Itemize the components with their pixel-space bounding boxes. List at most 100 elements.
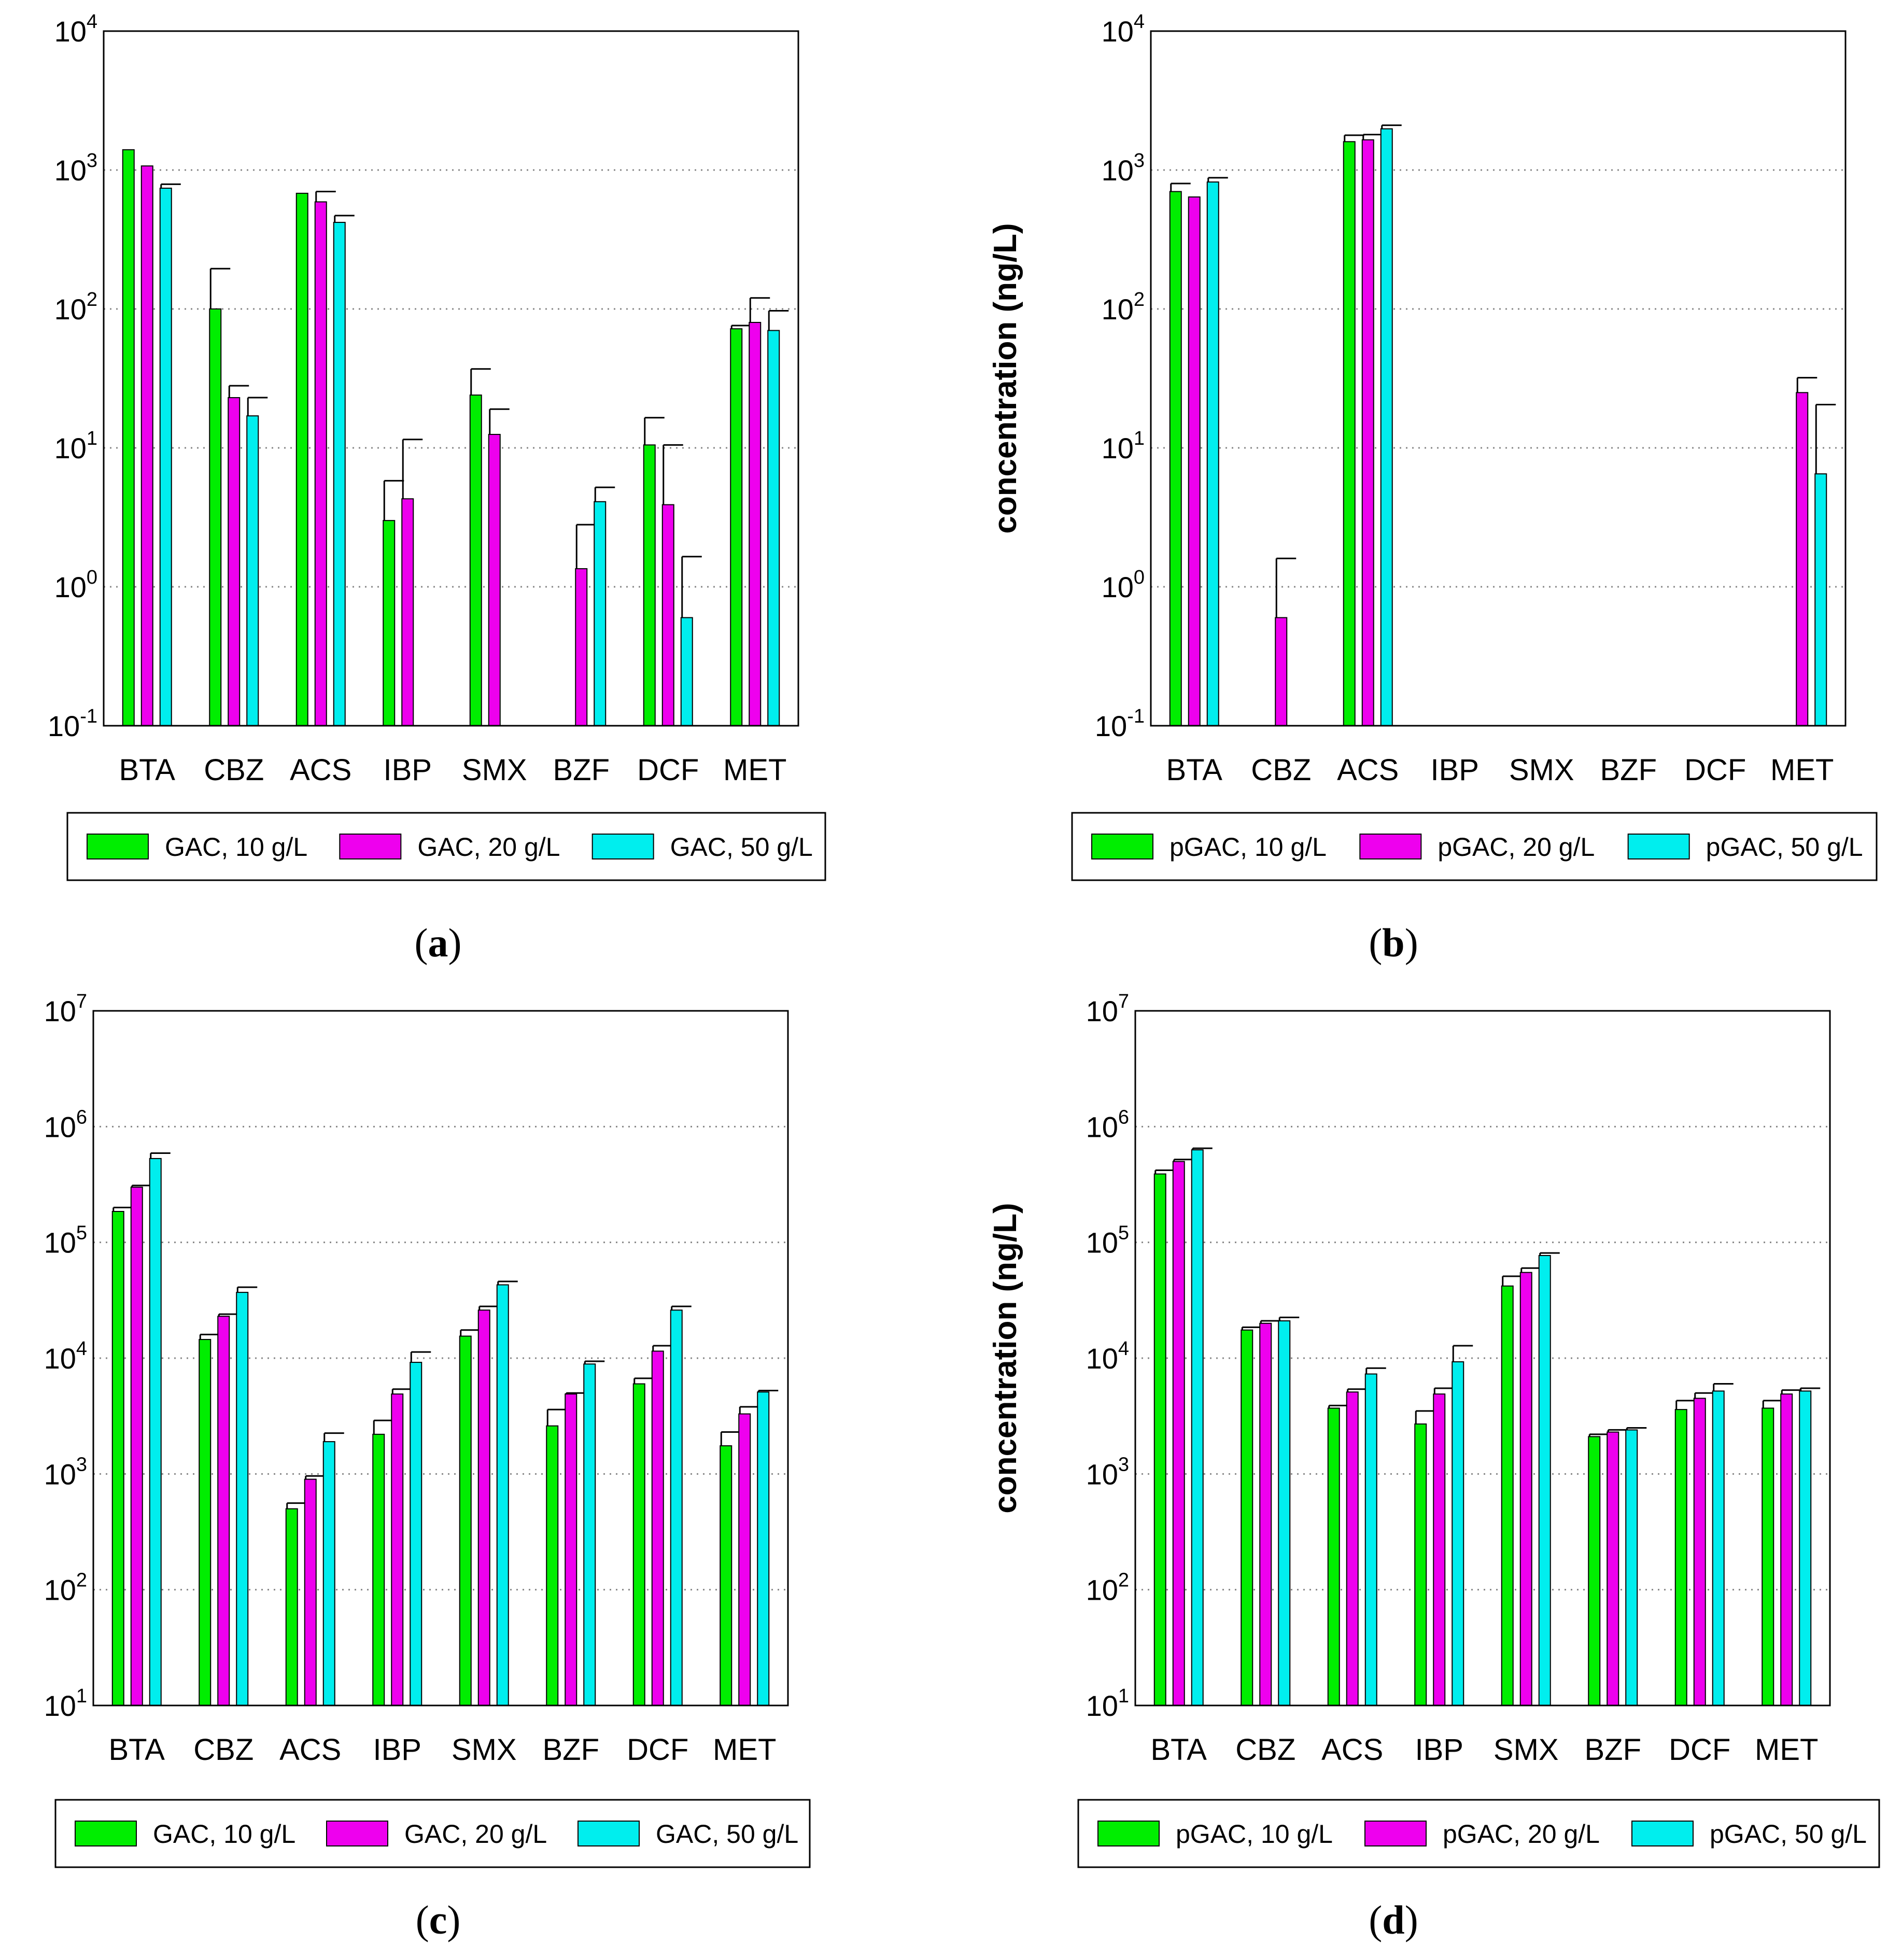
y-tick-label: 102 [44, 1570, 87, 1606]
bar [1538, 1255, 1551, 1706]
y-tick-label: 100 [54, 567, 97, 603]
bar [594, 501, 607, 726]
y-tick-label: 103 [1086, 1454, 1129, 1490]
bar [401, 498, 414, 726]
bar [1814, 473, 1827, 726]
bar [1172, 1161, 1185, 1707]
bar [1607, 1431, 1619, 1706]
legend-swatch [1359, 834, 1422, 859]
bar [372, 1433, 385, 1706]
bar [295, 192, 308, 727]
panel-caption: (b) [1369, 920, 1418, 965]
y-tick-label: 104 [54, 11, 97, 48]
chart-panel-d: 101 102 103 104 105 106 107 BTA CBZ ACS IBP SMX BZF D… [988, 991, 1880, 1942]
y-tick-label: 103 [44, 1454, 87, 1490]
x-tick-label: MET [723, 753, 786, 787]
legend-box [54, 1799, 811, 1868]
bar [661, 504, 674, 726]
bar [159, 188, 172, 726]
bar [1343, 141, 1356, 726]
x-tick-label: SMX [452, 1733, 517, 1767]
bar [383, 520, 396, 727]
bar [1241, 1329, 1253, 1706]
bar [246, 415, 259, 726]
legend-label: GAC, 20 g/L [404, 1820, 547, 1849]
bar [632, 1383, 645, 1706]
bar [228, 397, 241, 726]
bar [410, 1362, 422, 1706]
chart-panel-b: 10-1 100 101 102 103 104 BTA CBZ ACS IBP SMX BZF DCF… [988, 11, 1878, 965]
legend-label: GAC, 50 g/L [670, 833, 813, 862]
y-tick-label: 101 [54, 428, 97, 464]
legend-swatch [87, 834, 149, 859]
y-tick-label: 102 [1086, 1570, 1129, 1606]
x-tick-label: DCF [1684, 753, 1746, 787]
chart-panel-a: 10-1 100 101 102 103 104 BTA CBZ ACS IBP SMX BZF DCF… [48, 11, 826, 965]
panel-caption: (c) [416, 1897, 461, 1942]
bar [304, 1478, 317, 1706]
y-tick-label: 105 [1086, 1222, 1129, 1259]
legend: GAC, 10 g/L GAC, 20 g/L GAC, 50 g/L [66, 812, 826, 881]
bar [285, 1508, 298, 1707]
legend-box [1071, 812, 1878, 881]
x-tick-label: BZF [542, 1733, 599, 1767]
bar [749, 321, 762, 726]
bar [122, 149, 135, 727]
x-tick-label: SMX [1494, 1733, 1559, 1767]
legend-label: GAC, 10 g/L [153, 1820, 295, 1849]
x-tick-label: SMX [462, 753, 527, 787]
bar [1153, 1173, 1166, 1707]
bar [111, 1210, 124, 1706]
bar [1674, 1409, 1687, 1707]
x-tick-label: CBZ [193, 1733, 253, 1767]
bar [730, 328, 743, 726]
legend-swatch [1627, 834, 1690, 859]
legend-swatch [1631, 1821, 1694, 1846]
bar [477, 1309, 490, 1706]
y-axis-label: concentration (ng/L) [988, 223, 1023, 533]
bar [738, 1413, 751, 1707]
x-tick-label: BZF [1600, 753, 1657, 787]
legend-label: pGAC, 50 g/L [1710, 1820, 1867, 1849]
x-tick-label: SMX [1509, 753, 1574, 787]
x-tick-label: BTA [119, 753, 176, 787]
legend-box [66, 812, 826, 881]
bar [1364, 1373, 1377, 1707]
bar [757, 1391, 770, 1706]
legend-swatch [339, 834, 402, 859]
bar [1452, 1361, 1464, 1706]
bar [199, 1338, 212, 1707]
x-tick-label: IBP [373, 1733, 422, 1767]
bar [546, 1425, 559, 1707]
y-tick-label: 10-1 [48, 706, 97, 742]
x-tick-label: BTA [1151, 1733, 1207, 1767]
legend-label: pGAC, 20 g/L [1438, 833, 1595, 862]
x-tick-label: BTA [109, 1733, 165, 1767]
x-tick-label: MET [1770, 753, 1834, 787]
legend-swatch [75, 1821, 137, 1846]
bar [680, 617, 693, 726]
y-tick-label: 100 [1102, 567, 1145, 603]
x-tick-label: BTA [1166, 753, 1223, 787]
bar [1206, 181, 1219, 726]
legend-box [1077, 1799, 1880, 1868]
bar [1433, 1393, 1446, 1706]
bar [459, 1335, 472, 1707]
y-tick-label: 103 [1102, 150, 1145, 187]
y-tick-label: 104 [1102, 11, 1145, 48]
bar [1762, 1407, 1774, 1707]
bar [643, 444, 656, 726]
bar [1414, 1423, 1427, 1706]
y-tick-label: 101 [1086, 1685, 1129, 1722]
x-tick-label: IBP [1431, 753, 1480, 787]
bar [1278, 1320, 1291, 1706]
y-tick-label: 10-1 [1095, 706, 1145, 742]
bar [1361, 139, 1374, 726]
bar [236, 1292, 249, 1706]
bar [1327, 1407, 1340, 1707]
bar [1588, 1436, 1601, 1707]
bar [1796, 392, 1809, 726]
bar [575, 568, 588, 726]
x-tick-label: BZF [1584, 1733, 1641, 1767]
